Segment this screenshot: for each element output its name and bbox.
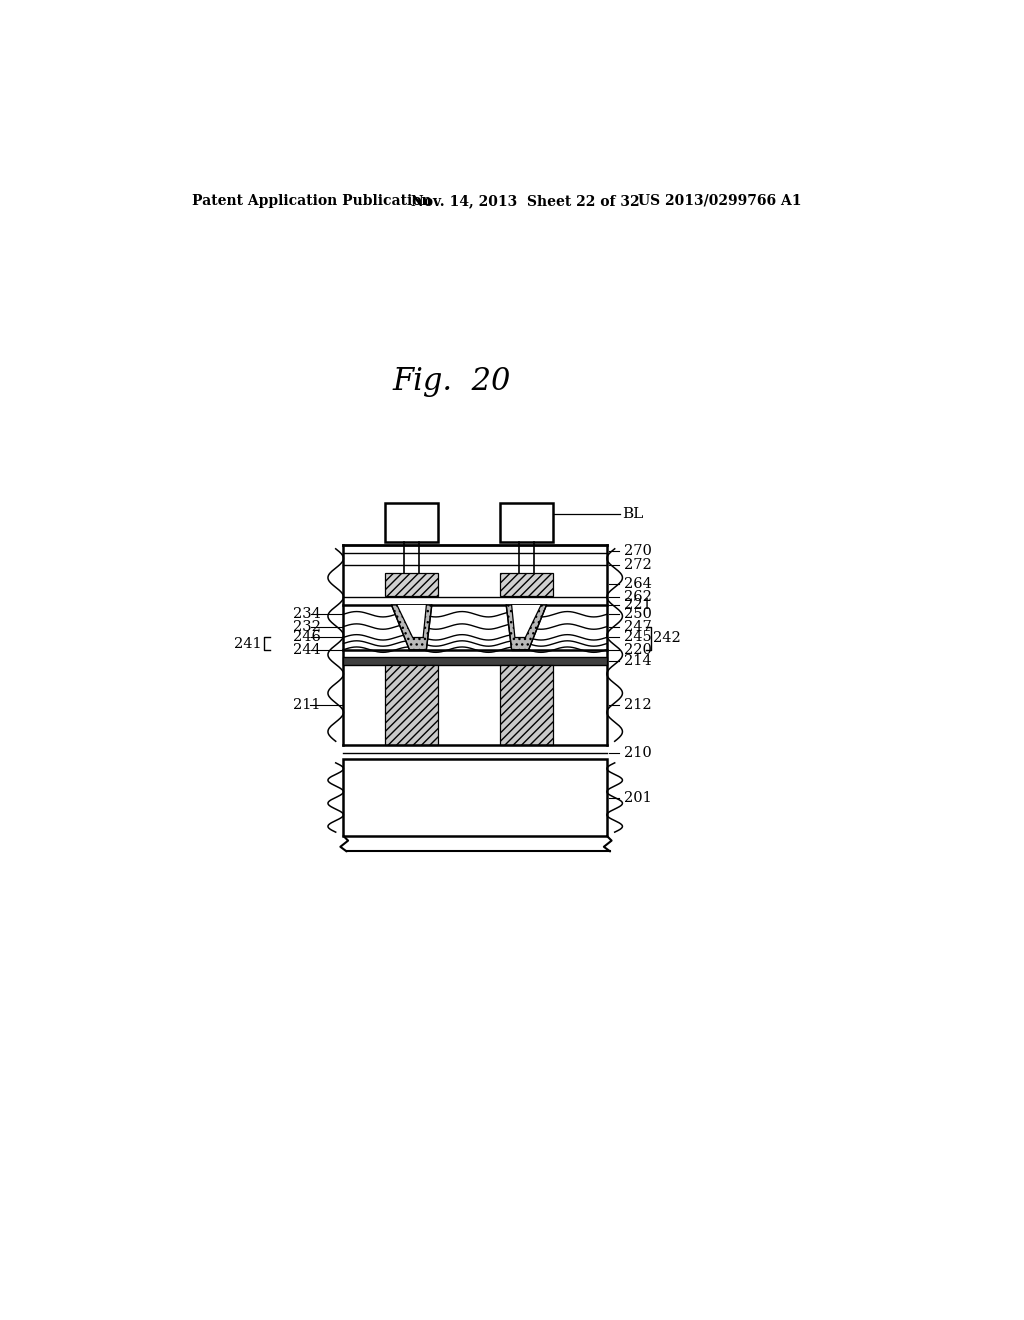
Bar — [385, 573, 438, 595]
Bar — [500, 665, 553, 744]
Bar — [385, 503, 438, 543]
Bar — [385, 665, 438, 744]
Text: 242: 242 — [653, 631, 681, 645]
Text: 264: 264 — [624, 577, 652, 591]
Text: 214: 214 — [624, 655, 651, 668]
Text: 210: 210 — [624, 746, 651, 760]
Text: 244: 244 — [293, 643, 321, 656]
Polygon shape — [391, 605, 432, 649]
Polygon shape — [397, 605, 426, 638]
Text: 247: 247 — [624, 619, 651, 634]
Text: Patent Application Publication: Patent Application Publication — [191, 194, 431, 207]
Text: 201: 201 — [624, 791, 651, 804]
Text: 262: 262 — [624, 590, 652, 605]
Polygon shape — [506, 605, 547, 649]
Text: 232: 232 — [293, 619, 321, 634]
Text: 272: 272 — [624, 558, 651, 572]
Text: 234: 234 — [293, 607, 321, 622]
Text: 220: 220 — [624, 643, 652, 656]
Text: 245: 245 — [624, 631, 651, 644]
Text: 250: 250 — [624, 607, 652, 622]
Bar — [500, 573, 553, 595]
Text: 246: 246 — [293, 631, 321, 644]
Text: US 2013/0299766 A1: US 2013/0299766 A1 — [638, 194, 802, 207]
Polygon shape — [512, 605, 541, 638]
Text: 241: 241 — [233, 636, 261, 651]
Text: 270: 270 — [624, 544, 652, 558]
Text: 221: 221 — [624, 598, 651, 612]
Bar — [343, 759, 607, 836]
Bar — [500, 503, 553, 543]
Text: BL: BL — [623, 507, 644, 521]
Bar — [343, 657, 607, 665]
Text: Fig.  20: Fig. 20 — [393, 366, 511, 397]
Text: 211: 211 — [293, 698, 321, 711]
Text: 212: 212 — [624, 698, 651, 711]
Text: Nov. 14, 2013  Sheet 22 of 32: Nov. 14, 2013 Sheet 22 of 32 — [411, 194, 640, 207]
